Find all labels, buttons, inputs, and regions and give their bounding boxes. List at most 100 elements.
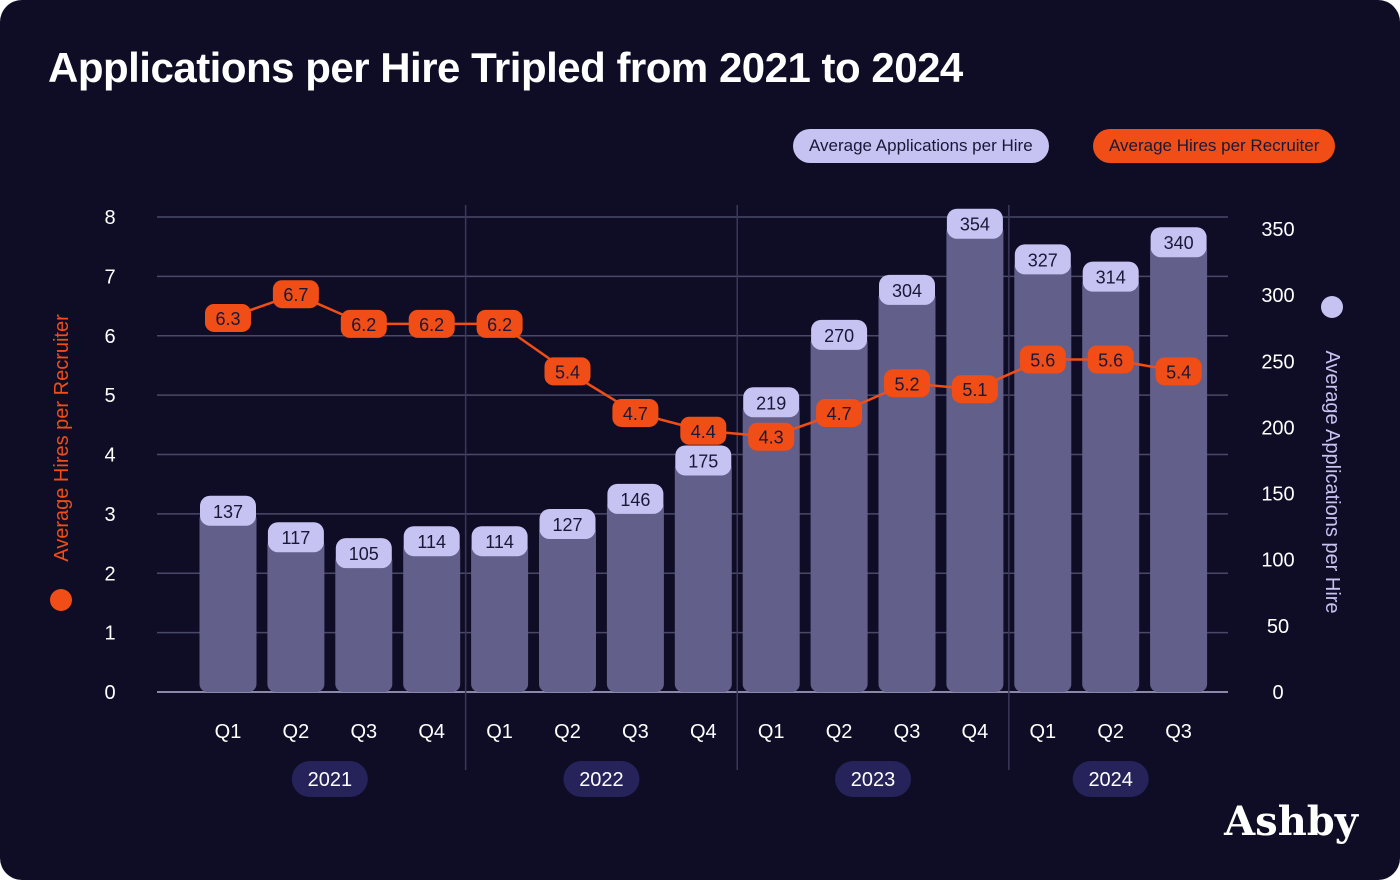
bar (878, 289, 936, 692)
line-value-label: 6.2 (351, 315, 376, 335)
ashby-logo: Ashby (1224, 798, 1358, 845)
line-value-label: 4.7 (623, 404, 648, 424)
bar (539, 523, 596, 692)
line-value-label: 5.6 (1030, 351, 1055, 371)
bar-value-pill (403, 526, 460, 557)
bar-value-pill (879, 274, 935, 305)
bar-value-label: 137 (213, 502, 243, 522)
bar (1150, 242, 1208, 692)
bar-value-label: 175 (688, 452, 718, 472)
bar (742, 402, 800, 692)
line-value-label: 4.4 (691, 422, 716, 442)
left-axis-legend-dot (50, 589, 72, 611)
right-tick-label: 100 (1261, 550, 1294, 572)
line-value-label: 5.2 (894, 374, 919, 394)
bar (471, 541, 529, 692)
bar-value-pill (675, 445, 732, 476)
line-value-label: 6.2 (419, 315, 444, 335)
x-tick-label: Q4 (690, 721, 717, 743)
year-pill (291, 761, 368, 797)
right-tick-label: 200 (1261, 417, 1294, 439)
line-point (884, 369, 930, 398)
bar-value-label: 117 (282, 528, 311, 548)
bar-value-label: 219 (756, 393, 786, 413)
x-tick-label: Q1 (486, 721, 513, 743)
year-pill (1072, 761, 1149, 797)
left-tick-label: 4 (104, 445, 115, 467)
line-value-label: 4.7 (827, 404, 852, 424)
legend-hires: Average Hires per Recruiter (1093, 129, 1336, 163)
right-tick-label: 350 (1261, 219, 1294, 241)
x-tick-label: Q1 (1029, 721, 1056, 743)
left-tick-label: 1 (104, 623, 115, 645)
bar-value-label: 127 (552, 515, 582, 535)
bar (674, 460, 732, 692)
bar-value-pill (743, 387, 800, 418)
line-point (748, 422, 795, 451)
x-tick-label: Q3 (894, 721, 921, 743)
line-value-label: 5.1 (962, 380, 987, 400)
line-value-label: 6.3 (215, 309, 240, 329)
bar-value-label: 327 (1028, 250, 1058, 270)
line-point (272, 280, 319, 309)
x-tick-label: Q4 (418, 721, 445, 743)
bar-value-label: 354 (960, 215, 990, 235)
line-point (408, 309, 455, 338)
year-label: 2023 (851, 769, 896, 791)
bar (1014, 259, 1072, 692)
bar-value-pill (200, 495, 256, 526)
bar (606, 498, 664, 692)
chart-title: Applications per Hire Tripled from 2021 … (48, 44, 963, 91)
x-tick-label: Q2 (283, 721, 310, 743)
right-tick-label: 150 (1261, 484, 1294, 506)
year-label: 2021 (308, 769, 353, 791)
bar-value-pill (539, 508, 596, 539)
bar-value-pill (811, 319, 868, 350)
bar-value-label: 270 (824, 326, 854, 346)
bar-value-pill (1014, 244, 1071, 275)
line-value-label: 5.4 (1166, 362, 1191, 382)
bar (403, 541, 461, 692)
bar (267, 537, 325, 692)
x-tick-label: Q2 (1097, 721, 1124, 743)
bar (1082, 276, 1140, 692)
line-point (476, 309, 523, 338)
left-tick-label: 3 (104, 504, 115, 526)
x-tick-label: Q2 (554, 721, 581, 743)
line-point (816, 398, 863, 427)
right-tick-label: 50 (1267, 616, 1289, 638)
x-tick-label: Q4 (962, 721, 989, 743)
bar-value-pill (946, 208, 1003, 239)
right-tick-label: 250 (1261, 351, 1294, 373)
x-tick-label: Q1 (215, 721, 242, 743)
line-point (205, 303, 251, 332)
line-point (1155, 357, 1202, 386)
right-axis-title: Average Applications per Hire (1321, 350, 1343, 613)
line-point (680, 416, 727, 445)
line-value-label: 6.2 (487, 315, 512, 335)
year-pill (835, 761, 912, 797)
year-pill (563, 761, 640, 797)
bar-value-pill (1082, 261, 1139, 292)
x-tick-label: Q3 (622, 721, 649, 743)
x-tick-label: Q2 (826, 721, 853, 743)
line-point (612, 398, 659, 427)
line-point (1019, 345, 1066, 374)
x-tick-label: Q3 (1165, 721, 1192, 743)
year-label: 2024 (1088, 769, 1133, 791)
line-value-label: 4.3 (759, 428, 784, 448)
line-point (340, 309, 387, 338)
bar-value-label: 340 (1164, 233, 1194, 253)
line-value-label: 5.4 (555, 362, 580, 382)
left-tick-label: 0 (104, 682, 115, 704)
right-tick-label: 300 (1261, 285, 1294, 307)
left-tick-label: 5 (104, 385, 115, 407)
bar-value-label: 304 (892, 281, 922, 301)
bar-value-pill (335, 538, 392, 569)
line-point (544, 357, 591, 386)
line-point (951, 375, 998, 404)
bar-value-pill (607, 483, 664, 514)
line-value-label: 5.6 (1098, 351, 1123, 371)
